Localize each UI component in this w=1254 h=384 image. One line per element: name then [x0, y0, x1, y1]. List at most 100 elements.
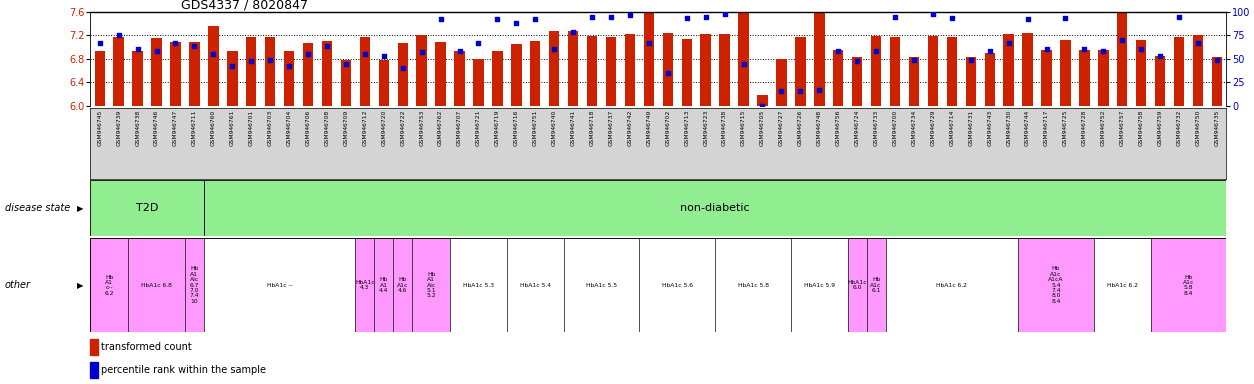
Point — [449, 48, 469, 54]
Point — [848, 58, 868, 65]
Point — [507, 20, 527, 26]
Bar — [322, 41, 332, 106]
Point — [1112, 37, 1132, 43]
Text: GSM946744: GSM946744 — [1025, 110, 1030, 146]
Bar — [814, 13, 825, 106]
Bar — [1022, 33, 1033, 106]
Bar — [739, 13, 749, 106]
Text: GSM946718: GSM946718 — [589, 110, 594, 146]
Bar — [715, 238, 791, 332]
Bar — [1080, 50, 1090, 106]
Text: Hb
A1
4.4: Hb A1 4.4 — [379, 277, 389, 293]
Text: GSM946751: GSM946751 — [533, 110, 538, 146]
Bar — [90, 238, 128, 332]
Text: GSM946725: GSM946725 — [1063, 110, 1068, 146]
Text: GSM946743: GSM946743 — [987, 110, 992, 146]
Bar — [587, 36, 597, 106]
Text: GSM946747: GSM946747 — [173, 110, 178, 146]
Text: GSM946724: GSM946724 — [855, 110, 860, 146]
Bar — [128, 238, 186, 332]
Bar — [1060, 40, 1071, 106]
Text: T2D: T2D — [135, 203, 158, 214]
Bar — [606, 37, 616, 106]
Bar — [966, 57, 976, 106]
Text: Hb
A1
c--
6.2: Hb A1 c-- 6.2 — [104, 275, 114, 296]
Bar — [204, 238, 355, 332]
Point — [430, 16, 450, 22]
Bar — [473, 59, 484, 106]
Text: HbA1c 5.9: HbA1c 5.9 — [804, 283, 835, 288]
Point — [222, 63, 242, 69]
Text: GSM946719: GSM946719 — [495, 110, 500, 146]
Text: HbA1c
4.3: HbA1c 4.3 — [355, 280, 375, 290]
Point — [1037, 46, 1057, 52]
Point — [961, 57, 981, 63]
Text: GSM946758: GSM946758 — [1139, 110, 1144, 146]
Bar — [928, 36, 938, 106]
Text: HbA1c 6.2: HbA1c 6.2 — [1107, 283, 1137, 288]
Text: GSM946733: GSM946733 — [874, 110, 879, 146]
Text: GSM946703: GSM946703 — [267, 110, 272, 146]
Bar — [152, 38, 162, 106]
Text: GSM946728: GSM946728 — [1082, 110, 1087, 146]
Bar — [379, 60, 389, 106]
Bar — [1151, 238, 1226, 332]
Bar — [171, 41, 181, 106]
Text: disease state: disease state — [5, 203, 70, 214]
Point — [1169, 14, 1189, 20]
Text: HbA1c
6.0: HbA1c 6.0 — [848, 280, 867, 290]
Text: GSM946753: GSM946753 — [419, 110, 424, 146]
Bar — [341, 60, 351, 106]
Bar — [302, 43, 314, 106]
Bar — [1211, 57, 1223, 106]
Bar — [360, 37, 370, 106]
Point — [260, 57, 280, 63]
Text: percentile rank within the sample: percentile rank within the sample — [102, 365, 266, 375]
Point — [619, 12, 640, 18]
Point — [525, 16, 545, 22]
Bar — [1003, 34, 1014, 106]
Point — [166, 40, 186, 46]
Bar — [757, 95, 767, 106]
Text: HbA1c 5.3: HbA1c 5.3 — [463, 283, 494, 288]
Text: GSM946713: GSM946713 — [685, 110, 690, 146]
Bar — [681, 39, 692, 106]
Bar — [791, 238, 848, 332]
Bar — [246, 37, 257, 106]
Point — [128, 46, 148, 52]
Bar — [507, 238, 564, 332]
Point — [942, 15, 962, 21]
Bar — [1093, 238, 1151, 332]
Point — [393, 65, 413, 71]
Bar — [283, 51, 295, 106]
Bar — [640, 238, 715, 332]
Text: GSM946714: GSM946714 — [949, 110, 954, 146]
Bar — [398, 43, 408, 106]
Point — [828, 48, 848, 54]
Text: Hb
A1
Aic
6.7
7.0
7.4
10: Hb A1 Aic 6.7 7.0 7.4 10 — [189, 266, 199, 304]
Point — [771, 88, 791, 94]
Text: Hb
A1c
5.8
8.4: Hb A1c 5.8 8.4 — [1183, 275, 1194, 296]
Point — [488, 16, 508, 22]
Bar — [720, 35, 730, 106]
Text: GSM946749: GSM946749 — [646, 110, 651, 146]
Text: GSM946700: GSM946700 — [893, 110, 898, 146]
Bar — [1041, 50, 1052, 106]
Bar — [701, 34, 711, 106]
Bar — [1193, 35, 1204, 106]
Point — [184, 43, 204, 50]
Point — [355, 51, 375, 57]
Text: HbA1c --: HbA1c -- — [267, 283, 292, 288]
Point — [867, 48, 887, 54]
Text: GSM946726: GSM946726 — [798, 110, 803, 146]
Text: GSM946762: GSM946762 — [438, 110, 443, 146]
Bar — [355, 238, 374, 332]
Point — [1188, 40, 1208, 46]
Text: GSM946712: GSM946712 — [362, 110, 367, 146]
Bar — [454, 51, 465, 106]
Bar — [984, 53, 994, 106]
Bar — [1099, 50, 1109, 106]
Point — [280, 63, 300, 69]
Point — [147, 48, 167, 54]
Point — [109, 32, 129, 38]
